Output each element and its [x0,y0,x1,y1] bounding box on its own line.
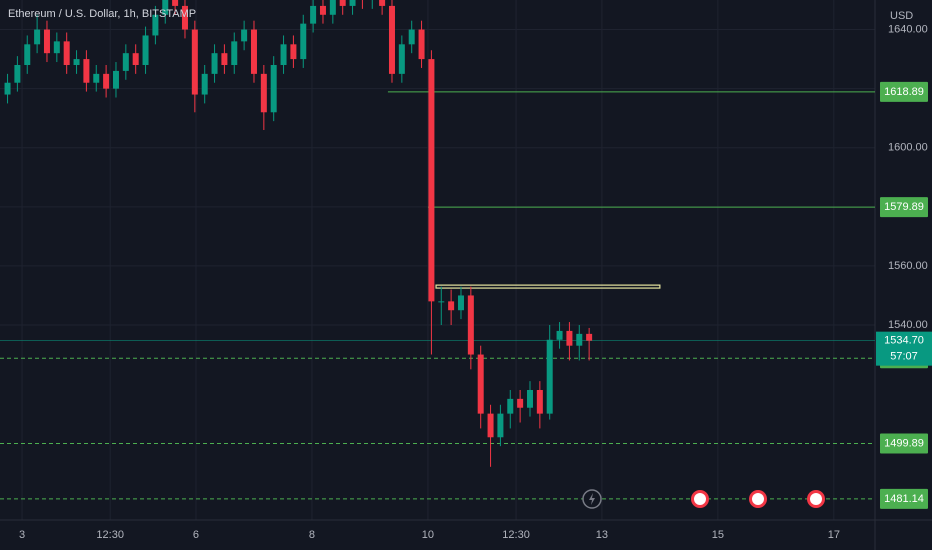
x-tick-label: 6 [193,529,199,541]
candle-body [438,301,445,303]
candle-body [310,5,317,24]
candle-body [428,59,435,302]
candle-body [43,29,50,54]
x-tick-label: 8 [309,529,315,541]
candle-body [418,29,425,60]
candle-body [211,53,218,74]
candle-body [300,23,307,60]
candle-body [4,82,11,95]
candle-body [467,295,474,355]
candle-body [122,53,129,71]
candle-body [398,44,405,74]
candle-body [379,0,386,6]
candle-body [526,390,533,408]
last-price-box [876,331,932,366]
candle-body [556,330,563,340]
candle-body [172,0,179,6]
last-price-label: 1534.70 [884,335,924,347]
candle-body [497,413,504,438]
level-label: 1579.89 [884,201,924,213]
candle-body [270,65,277,113]
candle-body [290,44,297,60]
candle-body [349,0,356,6]
x-tick-label: 15 [712,529,724,541]
candle-body [576,333,583,346]
level-label-box [880,81,928,102]
currency: USD [890,10,913,22]
y-tick-label: 1540.00 [888,319,928,331]
candle-body [507,398,514,414]
candle-body [191,29,198,95]
candle-body [457,295,464,311]
x-tick-label: 13 [596,529,608,541]
x-tick-label: 17 [828,529,840,541]
candle-body [339,0,346,6]
candle-body [73,59,80,65]
level-label-box [880,433,928,454]
candle-body [260,73,267,113]
y-tick-label: 1600.00 [888,142,928,154]
flag [752,493,764,505]
candle-body [280,44,287,65]
candle-body [14,65,21,83]
level-label-box [880,197,928,218]
chart-title: Ethereum / U.S. Dollar, 1h, BITSTAMP [8,8,196,20]
lightning [589,493,595,505]
candle-body [566,330,573,346]
candle-body [536,390,543,414]
x-tick-label: 12:30 [502,529,530,541]
candle-body [201,73,208,95]
candle-body [63,41,70,65]
x-tick-label: 10 [422,529,434,541]
candle-body [241,29,248,42]
x-tick-label: 3 [19,529,25,541]
candle-body [388,5,395,74]
flag [810,493,822,505]
candle-body [132,53,139,65]
level-label: 1618.89 [884,86,924,98]
candle-body [142,35,149,65]
candle-body [162,0,169,15]
level-label-box [880,488,928,509]
candle-body [53,41,60,54]
countdown: 57:07 [890,351,918,363]
candle-body [103,73,110,89]
level-label: 1499.89 [884,437,924,449]
candle-body [181,5,188,30]
candle-body [24,44,31,65]
level-label: 1481.14 [884,493,924,505]
event-icons [582,489,825,509]
candle-body [319,5,326,15]
candle-body [408,29,415,45]
candle-body [34,29,41,45]
candle-body [546,339,553,414]
candle-body [517,398,524,408]
candle-body [250,29,257,74]
candle-body [112,70,119,89]
candle-body [83,59,90,83]
candle-body [586,333,593,341]
zone [435,284,661,289]
candle-body [93,73,100,83]
y-tick-label: 1640.00 [888,23,928,35]
candle-body [448,301,455,311]
flag [694,493,706,505]
candle-body [329,0,336,15]
candle-body [221,53,228,65]
candle-body [231,41,238,65]
candle-body [487,413,494,438]
candle-body [152,14,159,36]
candle-body [477,354,484,414]
y-tick-label: 1560.00 [888,260,928,272]
x-tick-label: 12:30 [96,529,124,541]
